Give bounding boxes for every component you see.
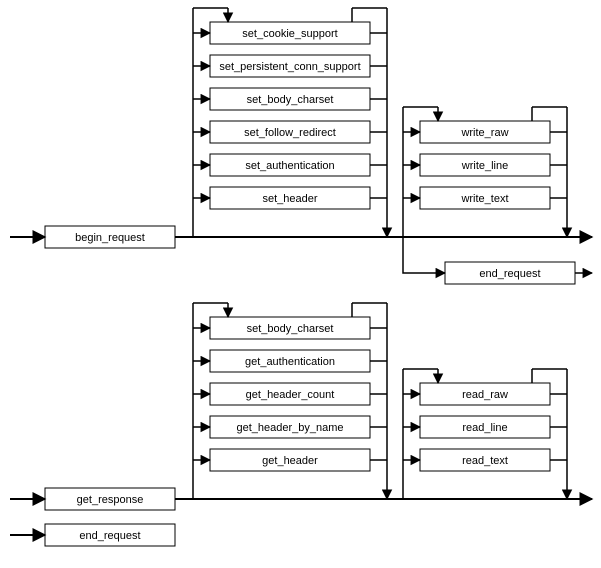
get_authentication-label: get_authentication	[245, 356, 335, 368]
begin_request-label: begin_request	[75, 232, 145, 244]
read_line-label: read_line	[462, 422, 507, 434]
set_cookie_support-label: set_cookie_support	[242, 28, 337, 40]
set_body_charset2-label: set_body_charset	[247, 323, 334, 335]
set_follow_redirect-label: set_follow_redirect	[244, 127, 336, 139]
diagram-canvas: set_cookie_support set_persistent_conn_su…	[0, 0, 601, 568]
set_authentication-label: set_authentication	[245, 160, 334, 172]
set_persistent_conn_support-label: set_persistent_conn_support	[219, 61, 360, 73]
read_text-label: read_text	[462, 455, 508, 467]
read_raw-label: read_raw	[462, 389, 508, 401]
set_header-label: set_header	[262, 193, 317, 205]
write_raw-label: write_raw	[460, 127, 508, 139]
get_header-label: get_header	[262, 455, 318, 467]
write_text-label: write_text	[460, 193, 508, 205]
end_request_top-label: end_request	[479, 268, 540, 280]
edge	[403, 237, 445, 273]
get_header_count-label: get_header_count	[246, 389, 335, 401]
get_response-label: get_response	[77, 494, 144, 506]
set_body_charset-label: set_body_charset	[247, 94, 334, 106]
get_header_by_name-label: get_header_by_name	[236, 422, 343, 434]
write_line-label: write_line	[461, 160, 508, 172]
end_request_bottom-label: end_request	[79, 530, 140, 542]
